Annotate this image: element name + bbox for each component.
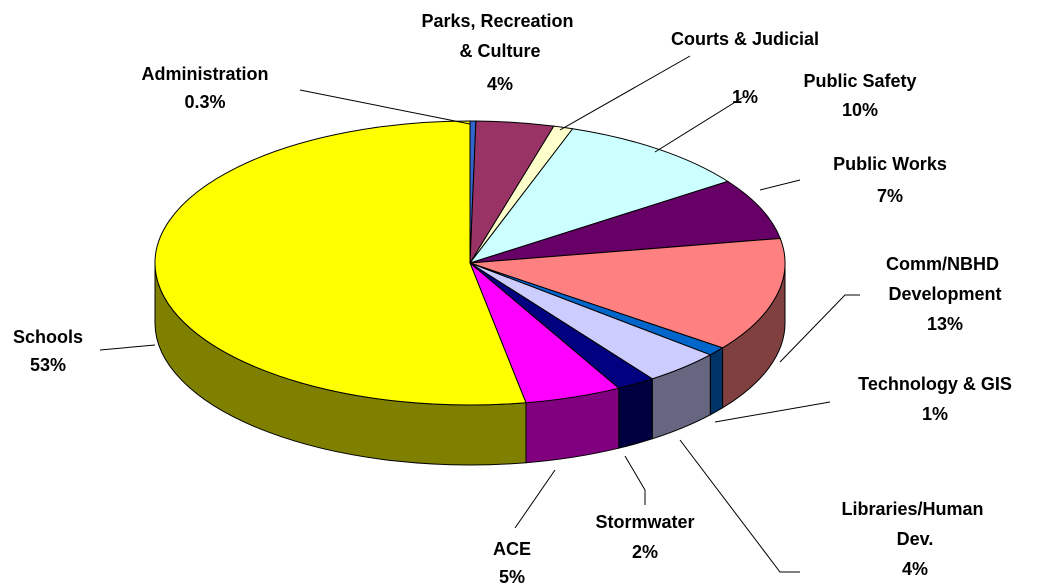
slice-label: ACE	[493, 539, 531, 559]
value-label: 2%	[632, 542, 658, 562]
slice-label: Courts & Judicial	[671, 29, 819, 49]
leader-line	[759, 179, 801, 191]
slice-label: Stormwater	[595, 512, 694, 532]
label-line: Development	[888, 284, 1001, 304]
leader-line	[779, 294, 860, 363]
value-label: 0.3%	[184, 92, 225, 112]
slice-side	[709, 346, 724, 416]
value-label: 13%	[927, 314, 963, 334]
leader-line	[99, 344, 156, 351]
label-line: Dev.	[897, 529, 934, 549]
slice-label: Technology & GIS	[858, 374, 1012, 394]
leader-line	[624, 455, 646, 505]
slice	[469, 237, 786, 349]
value-label: 1%	[732, 87, 758, 107]
value-label: 4%	[487, 74, 513, 94]
value-label: 7%	[877, 186, 903, 206]
leader-line	[679, 439, 800, 573]
slice-label: Schools	[13, 327, 83, 347]
label-line: & Culture	[460, 41, 541, 61]
slice-label: Comm/NBHD Development	[886, 254, 1004, 304]
value-label: 1%	[922, 404, 948, 424]
slice	[469, 180, 781, 264]
label-line: Comm/NBHD	[886, 254, 1004, 274]
slice-label: Libraries/Human Dev.	[841, 499, 988, 549]
leader-line	[654, 95, 746, 153]
slice-label: Public Works	[833, 154, 947, 174]
value-label: 10%	[842, 100, 878, 120]
leader-line	[299, 89, 471, 125]
slice-side	[618, 378, 653, 449]
leader-line	[559, 55, 691, 131]
leader-line	[714, 401, 831, 423]
value-label: 4%	[902, 559, 928, 579]
value-label: 5%	[499, 567, 525, 587]
slice-label: Administration	[141, 64, 268, 84]
value-label: 53%	[30, 355, 66, 375]
slice-label: Parks, Recreation & Culture	[421, 11, 578, 61]
label-line: Parks, Recreation	[421, 11, 578, 31]
slice-label: Public Safety	[803, 71, 916, 91]
label-line: Libraries/Human	[841, 499, 988, 519]
slice	[154, 120, 527, 406]
leader-line	[514, 469, 556, 529]
